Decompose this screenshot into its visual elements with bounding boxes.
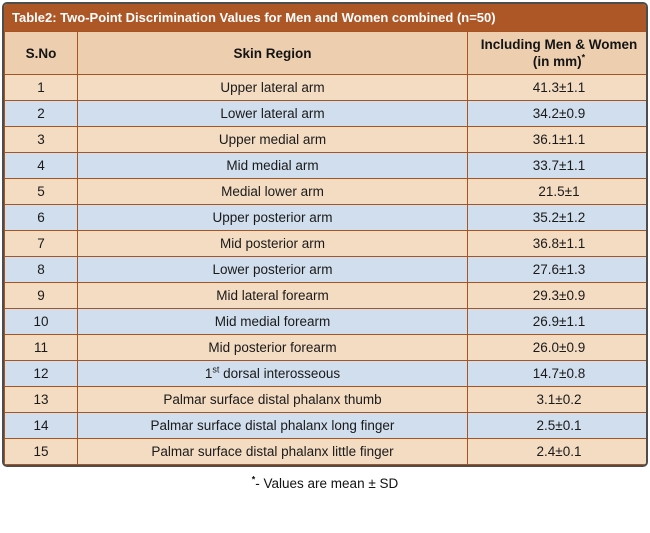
cell-skin-region: Upper posterior arm — [77, 204, 468, 231]
cell-skin-region: Medial lower arm — [77, 178, 468, 205]
footnote: *- Values are mean ± SD — [0, 474, 650, 491]
table-row: 9 Mid lateral forearm 29.3±0.9 — [4, 282, 646, 309]
table-row: 3 Upper medial arm 36.1±1.1 — [4, 126, 646, 153]
cell-value: 34.2±0.9 — [467, 100, 646, 127]
table-row: 11 Mid posterior forearm 26.0±0.9 — [4, 334, 646, 361]
cell-sno: 8 — [4, 256, 78, 283]
cell-skin-region: Palmar surface distal phalanx thumb — [77, 386, 468, 413]
cell-value: 36.1±1.1 — [467, 126, 646, 153]
cell-skin-region: Mid posterior forearm — [77, 334, 468, 361]
cell-skin-region: Lower lateral arm — [77, 100, 468, 127]
ordinal-superscript: st — [212, 364, 220, 375]
cell-value: 2.4±0.1 — [467, 438, 646, 465]
cell-skin-region: Upper medial arm — [77, 126, 468, 153]
table-container: Table2: Two-Point Discrimination Values … — [2, 2, 648, 467]
cell-sno: 11 — [4, 334, 78, 361]
cell-sno: 7 — [4, 230, 78, 257]
col-header-sno: S.No — [4, 31, 78, 75]
data-table: S.No Skin Region Including Men & Women (… — [4, 31, 646, 465]
col-header-value-asterisk: * — [581, 52, 586, 63]
cell-value: 2.5±0.1 — [467, 412, 646, 439]
header-row: S.No Skin Region Including Men & Women (… — [4, 31, 646, 75]
cell-value: 26.9±1.1 — [467, 308, 646, 335]
table-row: 8 Lower posterior arm 27.6±1.3 — [4, 256, 646, 283]
cell-sno: 6 — [4, 204, 78, 231]
cell-skin-region: Mid medial forearm — [77, 308, 468, 335]
table-row: 6 Upper posterior arm 35.2±1.2 — [4, 204, 646, 231]
cell-skin-region: Mid medial arm — [77, 152, 468, 179]
table-title: Table2: Two-Point Discrimination Values … — [4, 4, 646, 31]
cell-sno: 12 — [4, 360, 78, 387]
table-row: 14 Palmar surface distal phalanx long fin… — [4, 412, 646, 439]
col-header-value-text: Including Men & Women (in mm) — [480, 37, 638, 69]
table-row: 13 Palmar surface distal phalanx thumb 3.1… — [4, 386, 646, 413]
cell-sno: 13 — [4, 386, 78, 413]
table-row: 10 Mid medial forearm 26.9±1.1 — [4, 308, 646, 335]
table-row: 5 Medial lower arm 21.5±1 — [4, 178, 646, 205]
footnote-asterisk: * — [251, 474, 256, 485]
cell-value: 41.3±1.1 — [467, 74, 646, 101]
table-row: 4 Mid medial arm 33.7±1.1 — [4, 152, 646, 179]
footnote-text: - Values are mean ± SD — [255, 476, 399, 491]
cell-sno: 5 — [4, 178, 78, 205]
cell-sno: 15 — [4, 438, 78, 465]
cell-skin-region: Mid posterior arm — [77, 230, 468, 257]
cell-value: 33.7±1.1 — [467, 152, 646, 179]
cell-skin-region: Upper lateral arm — [77, 74, 468, 101]
cell-value: 35.2±1.2 — [467, 204, 646, 231]
table-row: 15 Palmar surface distal phalanx little f… — [4, 438, 646, 465]
cell-value: 21.5±1 — [467, 178, 646, 205]
cell-value: 36.8±1.1 — [467, 230, 646, 257]
cell-sno: 9 — [4, 282, 78, 309]
table-body: 1 Upper lateral arm 41.3±1.1 2 Lower lateral… — [4, 74, 646, 465]
table-row: 2 Lower lateral arm 34.2±0.9 — [4, 100, 646, 127]
cell-skin-region: Palmar surface distal phalanx little fin… — [77, 438, 468, 465]
table-row: 1 Upper lateral arm 41.3±1.1 — [4, 74, 646, 101]
cell-skin-region: 1st dorsal interosseous — [77, 360, 468, 387]
cell-value: 27.6±1.3 — [467, 256, 646, 283]
cell-sno: 14 — [4, 412, 78, 439]
table-row: 7 Mid posterior arm 36.8±1.1 — [4, 230, 646, 257]
cell-value: 14.7±0.8 — [467, 360, 646, 387]
cell-sno: 4 — [4, 152, 78, 179]
cell-sno: 2 — [4, 100, 78, 127]
cell-sno: 10 — [4, 308, 78, 335]
cell-skin-region: Palmar surface distal phalanx long finge… — [77, 412, 468, 439]
cell-value: 3.1±0.2 — [467, 386, 646, 413]
cell-skin-region: Lower posterior arm — [77, 256, 468, 283]
cell-value: 26.0±0.9 — [467, 334, 646, 361]
cell-value: 29.3±0.9 — [467, 282, 646, 309]
table-header: S.No Skin Region Including Men & Women (… — [4, 31, 646, 75]
cell-skin-region: Mid lateral forearm — [77, 282, 468, 309]
cell-sno: 3 — [4, 126, 78, 153]
table-row: 12 1st dorsal interosseous 14.7±0.8 — [4, 360, 646, 387]
col-header-skin-region: Skin Region — [77, 31, 468, 75]
col-header-value: Including Men & Women (in mm)* — [467, 31, 646, 75]
cell-sno: 1 — [4, 74, 78, 101]
